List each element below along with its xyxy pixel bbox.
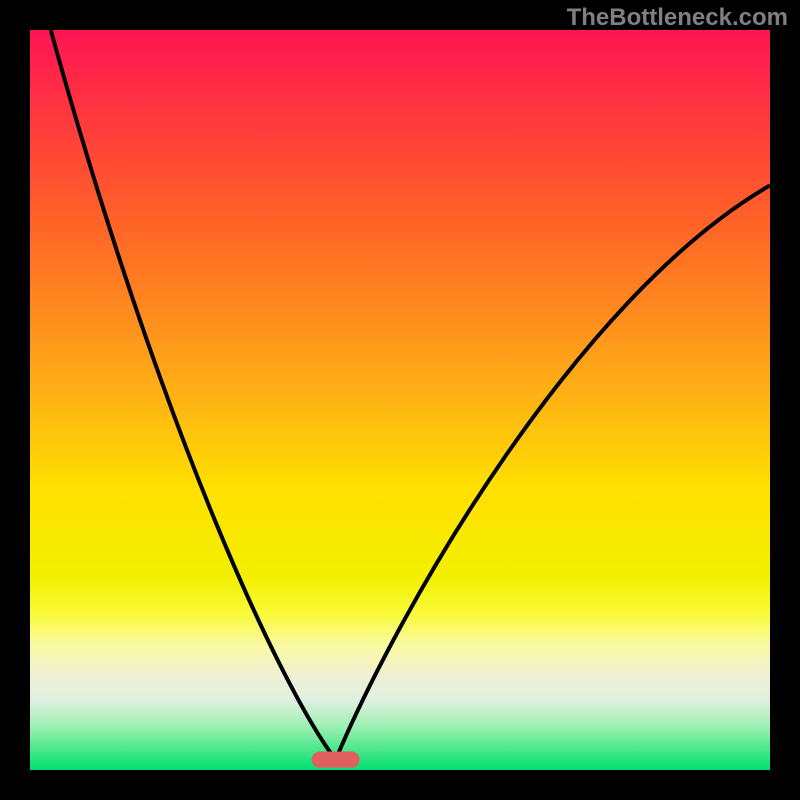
watermark-text: TheBottleneck.com: [567, 4, 788, 32]
plot-background: [30, 30, 770, 770]
bottleneck-chart: [0, 0, 800, 800]
minimum-marker: [312, 752, 360, 768]
